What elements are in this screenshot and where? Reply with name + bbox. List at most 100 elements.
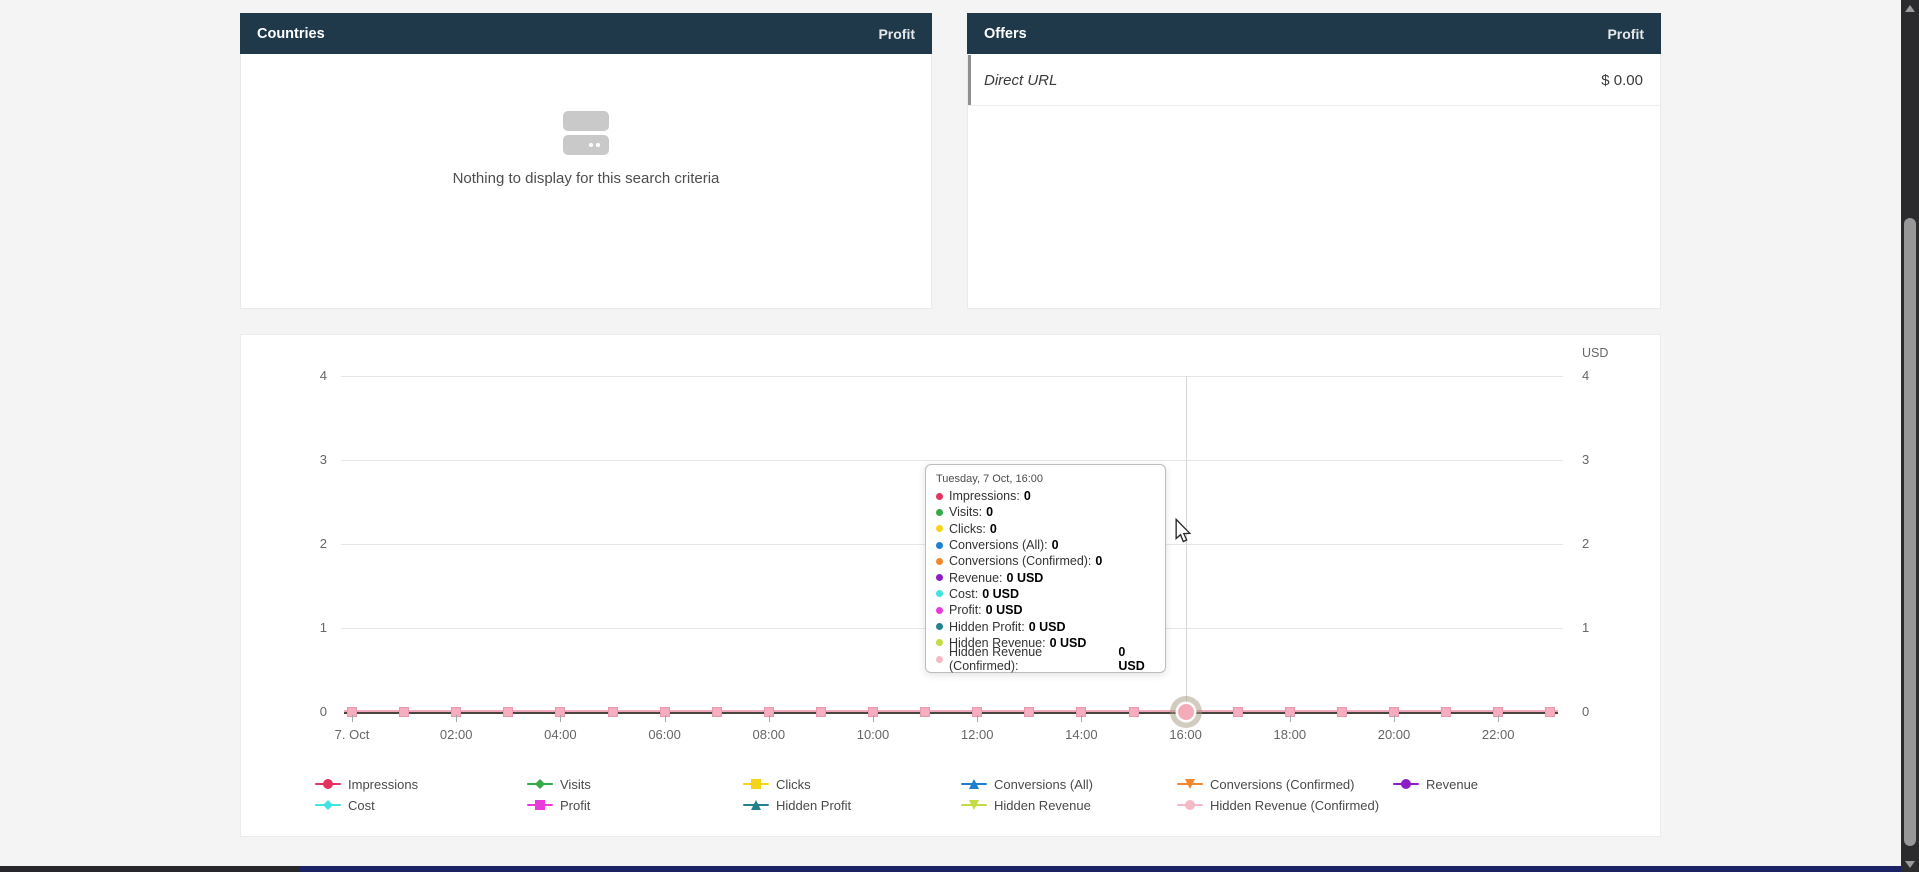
y-axis-label-right: 1: [1582, 620, 1590, 635]
y-axis-label-left: 1: [319, 620, 327, 635]
x-axis-tick: [352, 715, 353, 722]
diamond-marker-icon: [535, 779, 545, 789]
hovered-data-point[interactable]: [1177, 704, 1194, 720]
legend-item-visits[interactable]: Visits: [527, 776, 591, 792]
legend-item-label: Hidden Revenue (Confirmed): [1210, 797, 1380, 813]
legend-item-impressions[interactable]: Impressions: [315, 776, 418, 792]
legend-item-hidden-revenue-confirmed[interactable]: Hidden Revenue (Confirmed): [1177, 797, 1379, 813]
scrollbar-thumb[interactable]: [1904, 218, 1916, 846]
legend-marker-line: [315, 800, 341, 810]
data-point-marker[interactable]: [1024, 707, 1035, 717]
chart-plot[interactable]: 4 4 3 3 2 2 1 1 0 0 7. Oct 02:00 04:00 06:00 08:00 10:0…: [241, 335, 1660, 836]
taskbar-strip-left: [0, 866, 300, 872]
tooltip-row-value: 0 USD: [1049, 635, 1087, 650]
series-bullet-icon: [936, 606, 943, 614]
legend-item-conversions-all[interactable]: Conversions (All): [961, 776, 1093, 792]
tooltip-header: Tuesday, 7 Oct, 16:00: [936, 473, 1044, 485]
x-axis-tick: [1394, 715, 1395, 722]
tooltip-row-label: Impressions:: [949, 489, 1020, 504]
x-axis-label: 08:00: [752, 727, 786, 742]
tooltip-row-value: 0: [986, 505, 994, 520]
tooltip-row-label: Hidden Revenue:: [949, 635, 1046, 650]
series-bullet-icon: [936, 590, 943, 598]
legend-item-label: Hidden Revenue: [994, 797, 1091, 813]
data-point-marker[interactable]: [1336, 707, 1347, 717]
chart-tooltip: Tuesday, 7 Oct, 16:00 Impressions: 0 Visit…: [925, 464, 1166, 673]
tooltip-row-value: 0 USD: [982, 586, 1020, 601]
y-grid-line: [341, 376, 1563, 377]
x-axis-label: 12:00: [960, 727, 994, 742]
data-point-marker[interactable]: [1441, 707, 1452, 717]
series-bullet-icon: [936, 557, 943, 565]
legend-marker-line: [961, 800, 987, 810]
legend-item-label: Revenue: [1426, 776, 1479, 792]
square-marker-icon: [535, 800, 545, 810]
database-icon: [563, 111, 609, 155]
legend-item-hidden-revenue[interactable]: Hidden Revenue: [961, 797, 1091, 813]
y-axis-label-right: 4: [1582, 368, 1590, 383]
y-axis-label-left: 0: [319, 704, 327, 719]
page-scrollbar[interactable]: [1901, 0, 1919, 872]
tooltip-row-label: Profit:: [949, 603, 982, 618]
x-axis-label: 14:00: [1065, 727, 1098, 742]
data-point-marker[interactable]: [399, 707, 410, 717]
triangle-down-marker-icon: [1185, 779, 1195, 789]
tooltip-row-value: 0 USD: [1028, 619, 1066, 634]
legend-item-label: Conversions (All): [994, 776, 1093, 792]
tooltip-row-label: Visits:: [949, 505, 983, 520]
series-bullet-icon: [936, 655, 943, 663]
data-point-marker[interactable]: [711, 707, 722, 717]
y-axis-label-left: 4: [319, 368, 327, 383]
legend-item-label: Visits: [560, 776, 591, 792]
offer-row-direct-url[interactable]: Direct URL $ 0.00: [968, 55, 1660, 106]
tooltip-row-value: 0: [1095, 554, 1103, 569]
countries-panel: Countries Profit Nothing to display for …: [240, 13, 932, 309]
tooltip-row-clicks: Clicks: 0: [936, 521, 1155, 537]
scrollbar-down-arrow-icon[interactable]: [1905, 861, 1915, 868]
legend-item-hidden-profit[interactable]: Hidden Profit: [743, 797, 851, 813]
countries-metric-label: Profit: [878, 25, 915, 42]
data-point-marker[interactable]: [1232, 707, 1243, 717]
taskbar-strip-right: [300, 866, 1919, 872]
legend-item-cost[interactable]: Cost: [315, 797, 375, 813]
scrollbar-up-arrow-icon[interactable]: [1905, 5, 1915, 12]
y-axis-label-right: 0: [1582, 704, 1590, 719]
data-point-marker[interactable]: [815, 707, 826, 717]
legend-item-profit[interactable]: Profit: [527, 797, 590, 813]
countries-panel-title: Countries: [257, 25, 325, 42]
data-point-marker[interactable]: [1128, 707, 1139, 717]
series-bullet-icon: [936, 541, 943, 549]
tooltip-row-value: 0: [1051, 538, 1059, 553]
data-point-marker[interactable]: [607, 707, 618, 717]
data-point-marker[interactable]: [1545, 707, 1556, 717]
legend-item-label: Conversions (Confirmed): [1210, 776, 1355, 792]
tooltip-row-hidden-revenue-confirmed: Hidden Revenue (Confirmed): 0 USD: [936, 645, 1155, 673]
series-bullet-icon: [936, 623, 943, 631]
legend-marker-line: [527, 800, 553, 810]
series-bullet-icon: [936, 525, 943, 533]
tooltip-row-conversions-confirmed: Conversions (Confirmed): 0: [936, 553, 1155, 569]
circle-marker-icon: [1401, 779, 1411, 789]
legend-marker-line: [527, 779, 553, 789]
data-point-marker[interactable]: [503, 707, 514, 717]
tooltip-row-value: 0 USD: [1006, 570, 1044, 585]
x-axis-label: 02:00: [439, 727, 473, 742]
legend-marker-line: [1177, 800, 1203, 810]
square-marker-icon: [751, 779, 761, 789]
data-point-marker[interactable]: [920, 707, 931, 717]
x-axis-tick: [456, 715, 458, 722]
triangle-marker-icon: [969, 779, 979, 789]
offers-panel: Offers Profit Direct URL $ 0.00: [967, 13, 1661, 309]
tooltip-row-value: 0: [989, 521, 997, 536]
tooltip-row-label: Conversions (All):: [949, 538, 1048, 553]
legend-item-conversions-confirmed[interactable]: Conversions (Confirmed): [1177, 776, 1355, 792]
tooltip-row-cost: Cost: 0 USD: [936, 586, 1155, 602]
tooltip-row-impressions: Impressions: 0: [936, 488, 1155, 504]
legend-item-label: Profit: [560, 797, 591, 813]
legend-item-clicks[interactable]: Clicks: [743, 776, 811, 792]
tooltip-row-label: Conversions (Confirmed):: [949, 554, 1092, 569]
tooltip-row-value: 0 USD: [985, 603, 1023, 618]
legend-item-revenue[interactable]: Revenue: [1393, 776, 1478, 792]
x-axis-tick: [560, 715, 562, 722]
